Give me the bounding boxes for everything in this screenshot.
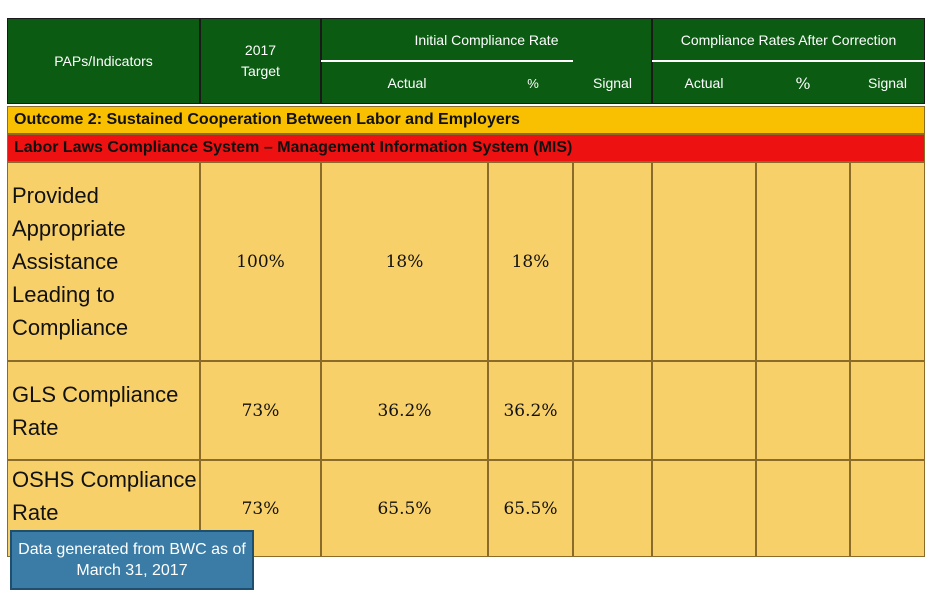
row-3-actual-value: 65.5% [377, 498, 432, 519]
row-3-pct: 65.5% [488, 460, 573, 557]
row-1-actual: 18% [321, 162, 488, 361]
header-after-actual-label: Actual [684, 75, 724, 91]
row-3-label-text: OSHS Compliance Rate [12, 467, 197, 525]
row-2-target: 73% [200, 361, 321, 460]
row-3-target-value: 73% [241, 498, 280, 519]
row-1-after-pct [756, 162, 850, 361]
header-target: 2017 Target [200, 18, 321, 104]
row-1-after-signal [850, 162, 925, 361]
header-after-pct: % [756, 70, 850, 96]
outcome-band-label: Outcome 2: Sustained Cooperation Between… [14, 111, 520, 128]
system-band: Labor Laws Compliance System – Managemen… [7, 134, 925, 162]
row-3-after-pct [756, 460, 850, 557]
header-initial-pct-label: % [527, 75, 539, 91]
header-initial-signal: Signal [573, 70, 652, 96]
row-1-signal [573, 162, 652, 361]
header-initial-title-text: Initial Compliance Rate [414, 32, 559, 48]
row-1-pct-value: 18% [511, 251, 550, 272]
row-1-target: 100% [200, 162, 321, 361]
row-2-after-signal [850, 361, 925, 460]
row-2-pct-value: 36.2% [503, 400, 558, 421]
header-initial-divider [321, 60, 573, 62]
header-initial-pct: % [493, 70, 573, 96]
row-2-signal [573, 361, 652, 460]
outcome-band: Outcome 2: Sustained Cooperation Between… [7, 106, 925, 134]
row-3-signal [573, 460, 652, 557]
row-1-label-text: Provided Appropriate Assistance Leading … [12, 183, 129, 340]
row-2-actual: 36.2% [321, 361, 488, 460]
header-indicators: PAPs/Indicators [7, 18, 200, 104]
header-after-actual: Actual [652, 70, 756, 96]
row-3-after-signal [850, 460, 925, 557]
row-3-actual: 65.5% [321, 460, 488, 557]
row-3-pct-value: 65.5% [503, 498, 558, 519]
header-initial-title: Initial Compliance Rate [321, 28, 652, 52]
row-1-after-actual [652, 162, 756, 361]
row-2-label-text: GLS Compliance Rate [12, 381, 179, 440]
row-1-actual-cell [321, 162, 488, 361]
row-1-actual-value: 18% [385, 251, 424, 272]
header-after-pct-label: % [795, 73, 811, 93]
header-after-signal: Signal [850, 70, 925, 96]
header-target-label: 2017 Target [241, 42, 280, 79]
row-2-after-pct [756, 361, 850, 460]
row-2-label: GLS Compliance Rate [7, 361, 200, 460]
header-initial-actual-label: Actual [387, 75, 427, 91]
data-source-note-text: Data generated from BWC as of March 31, … [18, 541, 246, 579]
row-1-pct: 18% [488, 162, 573, 361]
header-after-title-text: Compliance Rates After Correction [680, 32, 897, 48]
header-after-title: Compliance Rates After Correction [652, 28, 925, 52]
row-2-after-actual [652, 361, 756, 460]
header-after-signal-label: Signal [868, 75, 907, 91]
row-1-target-value: 100% [236, 251, 285, 272]
header-indicators-label: PAPs/Indicators [54, 53, 153, 69]
row-2-pct: 36.2% [488, 361, 573, 460]
system-band-label: Labor Laws Compliance System – Managemen… [14, 139, 573, 156]
header-after-divider [652, 60, 925, 62]
data-source-note: Data generated from BWC as of March 31, … [10, 530, 254, 590]
row-3-after-actual [652, 460, 756, 557]
header-initial-signal-label: Signal [593, 75, 632, 91]
header-initial-actual: Actual [321, 70, 493, 96]
row-2-target-value: 73% [241, 400, 280, 421]
row-2-actual-value: 36.2% [377, 400, 432, 421]
row-1-label: Provided Appropriate Assistance Leading … [7, 162, 200, 361]
